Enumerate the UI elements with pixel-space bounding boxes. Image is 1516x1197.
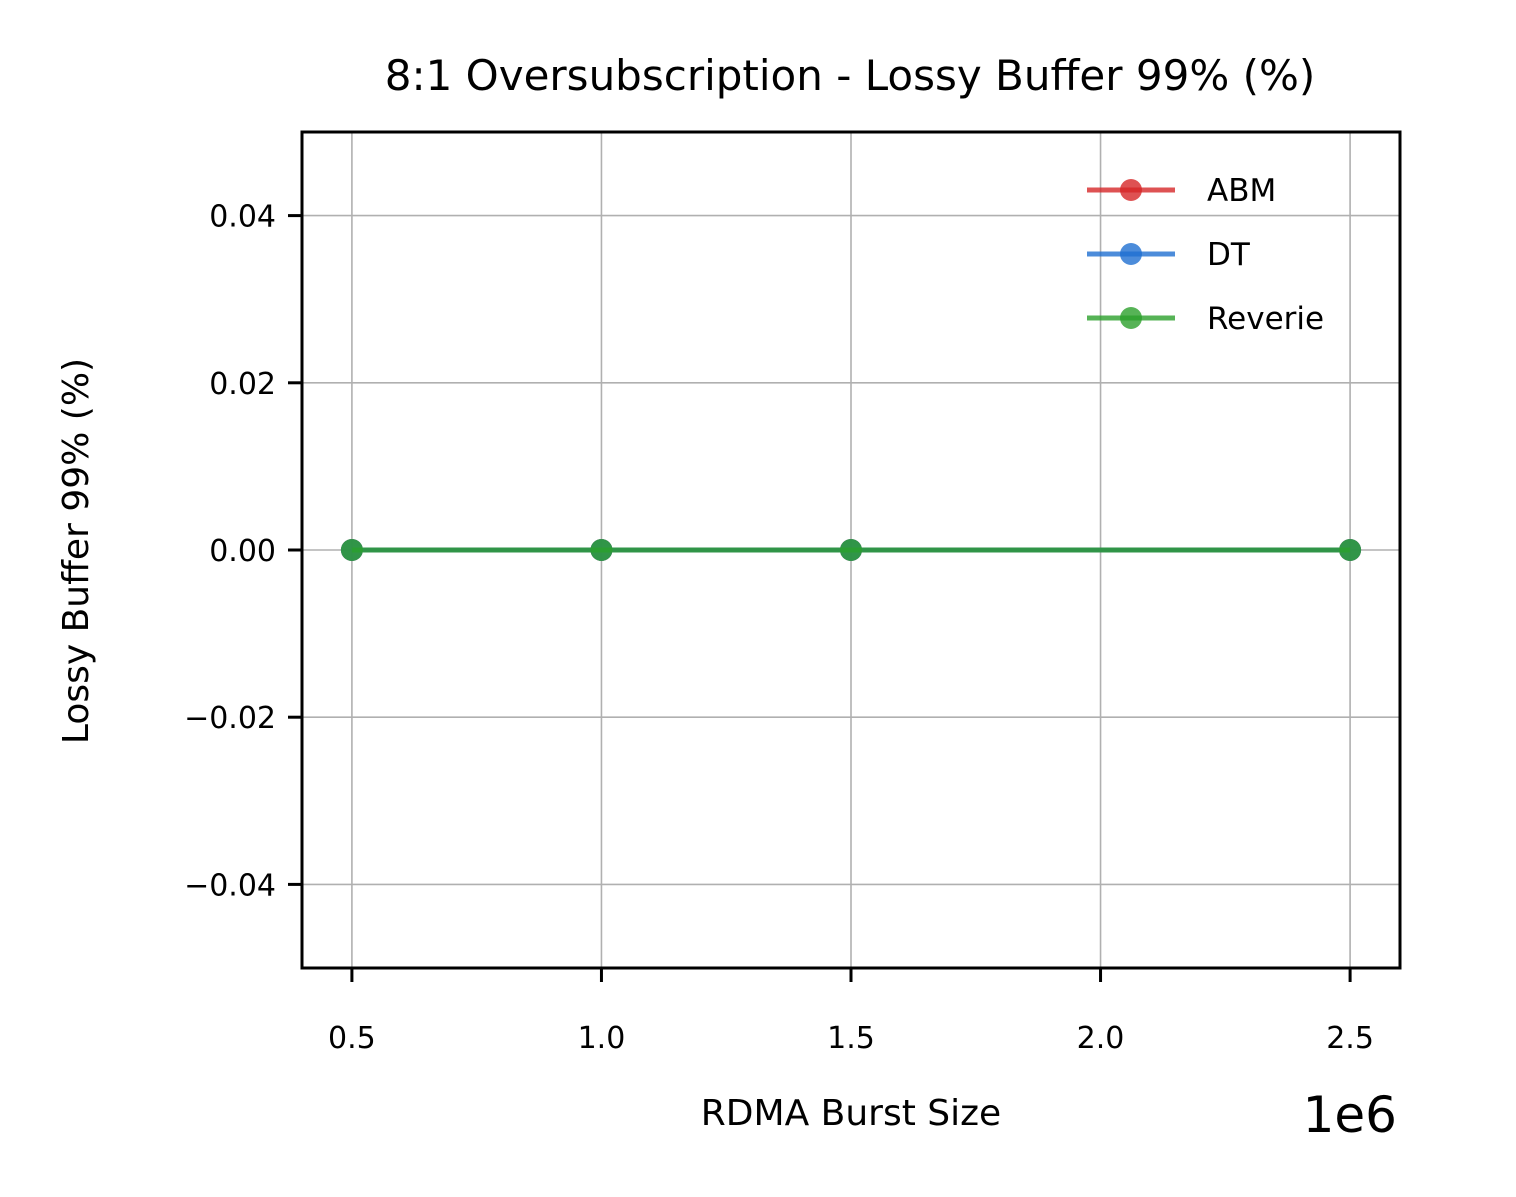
legend-label-dt: DT bbox=[1207, 237, 1251, 273]
legend-marker-dt bbox=[1120, 243, 1142, 265]
y-tick-label: −0.02 bbox=[184, 701, 276, 736]
legend-label-reverie: Reverie bbox=[1207, 301, 1324, 337]
y-tick-label: −0.04 bbox=[184, 868, 276, 903]
y-tick-label: 0.04 bbox=[209, 200, 276, 235]
y-tick-label: 0.02 bbox=[209, 367, 276, 402]
data-point-reverie bbox=[840, 539, 862, 561]
x-tick-label: 1.0 bbox=[578, 1021, 626, 1056]
legend-item-abm: ABM bbox=[1087, 173, 1276, 209]
x-axis-label: RDMA Burst Size bbox=[701, 1093, 1001, 1134]
y-tick-label: 0.00 bbox=[209, 534, 276, 569]
x-tick-label: 0.5 bbox=[328, 1021, 376, 1056]
data-point-reverie bbox=[340, 539, 363, 561]
data-point-reverie bbox=[590, 539, 613, 561]
data-point-reverie bbox=[1339, 539, 1362, 561]
x-axis-offset-label: 1e6 bbox=[1303, 1086, 1397, 1144]
chart-title: 8:1 Oversubscription - Lossy Buffer 99% … bbox=[385, 51, 1316, 100]
legend-item-reverie: Reverie bbox=[1087, 301, 1324, 337]
series-layer bbox=[340, 539, 1362, 561]
y-axis: 0.04 0.02 0.00 −0.02 −0.04 bbox=[184, 200, 302, 903]
y-axis-label: Lossy Buffer 99% (%) bbox=[56, 358, 97, 744]
legend-label-abm: ABM bbox=[1207, 173, 1276, 209]
legend: ABM DT Reverie bbox=[1087, 173, 1324, 337]
legend-marker-abm bbox=[1120, 179, 1142, 201]
x-axis: 0.5 1.0 1.5 2.0 2.5 bbox=[328, 968, 1374, 1056]
legend-marker-reverie bbox=[1120, 307, 1142, 329]
x-tick-label: 1.5 bbox=[827, 1021, 875, 1056]
series-reverie bbox=[340, 539, 1362, 561]
x-tick-label: 2.0 bbox=[1077, 1021, 1125, 1056]
x-tick-label: 2.5 bbox=[1326, 1021, 1374, 1056]
legend-item-dt: DT bbox=[1087, 237, 1251, 273]
